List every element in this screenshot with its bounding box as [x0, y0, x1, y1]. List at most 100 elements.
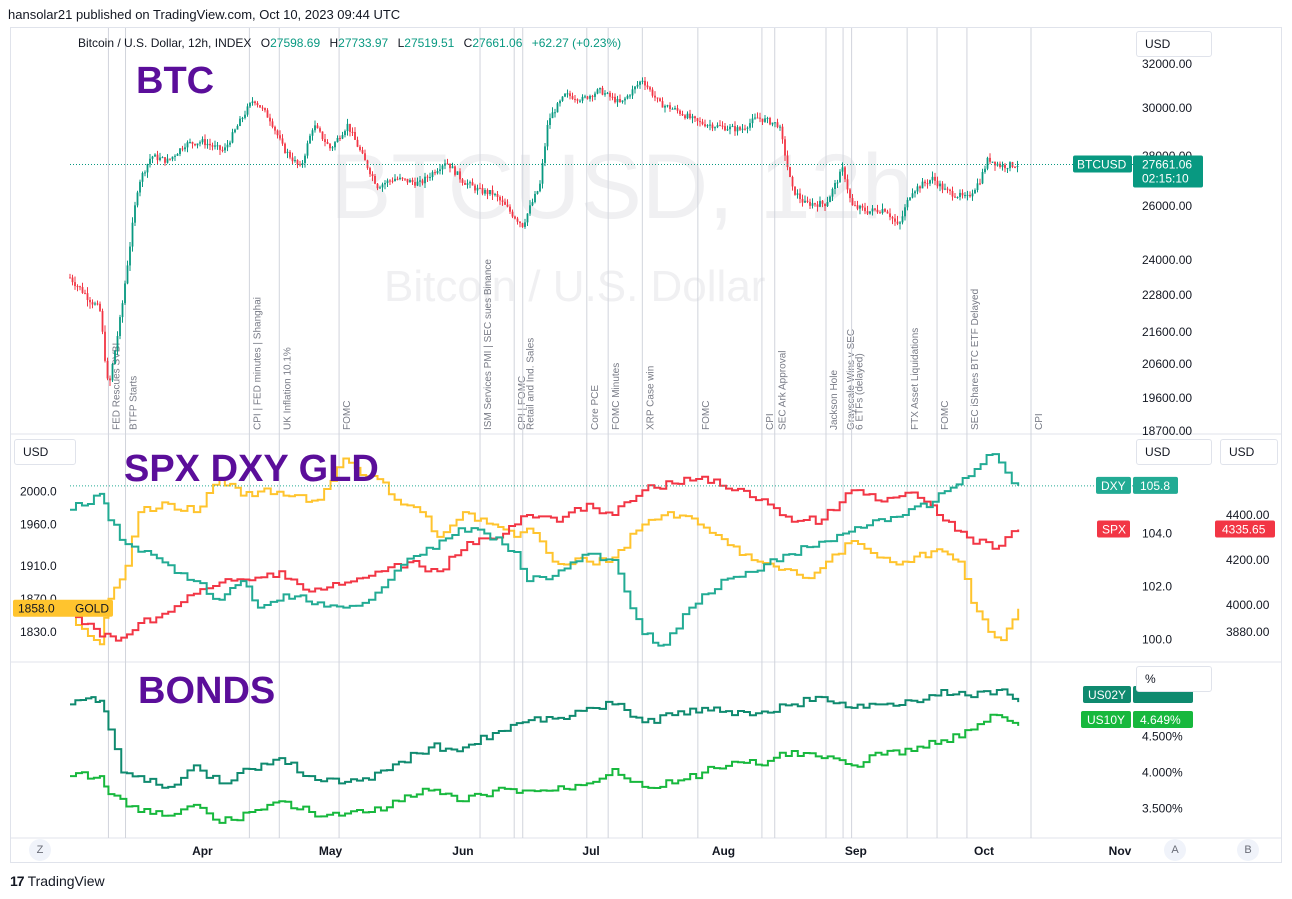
btc-candle: [991, 161, 994, 163]
btc-candle: [569, 93, 571, 97]
btc-candle: [224, 147, 226, 151]
dxy-axis-tick: 104.0: [1142, 527, 1172, 541]
btc-candle: [604, 93, 606, 95]
change-value: +62.27 (+0.23%): [531, 36, 622, 50]
zoom-button[interactable]: Z: [29, 839, 51, 861]
gold-axis-tick: 2000.0: [20, 484, 57, 498]
watermark-symbol: BTCUSD, 12h: [330, 136, 913, 238]
ohlc-legend: Bitcoin / U.S. Dollar, 12h, INDEX O27598…: [78, 36, 622, 50]
btc-candle: [304, 155, 306, 164]
btc-candle: [456, 171, 459, 175]
gold-line: [70, 457, 1020, 646]
btc-candle: [496, 194, 499, 197]
btc-candle: [864, 207, 866, 212]
btc-candle: [204, 139, 206, 146]
btc-candle: [739, 127, 741, 130]
btc-axis-tick: 22800.00: [1142, 288, 1192, 302]
btc-candle: [844, 167, 846, 180]
btc-candle: [794, 186, 796, 195]
btc-candle: [624, 98, 626, 101]
spx-currency-selector[interactable]: USD: [1220, 439, 1278, 465]
btc-candle: [121, 303, 124, 318]
btc-candle: [676, 108, 679, 111]
log-scale-button[interactable]: B: [1237, 839, 1259, 861]
btc-candle: [909, 197, 911, 200]
btc-candle: [594, 93, 596, 97]
btc-candle: [936, 180, 939, 187]
btc-candle: [646, 85, 649, 88]
btc-candle: [449, 163, 451, 169]
btc-candle: [769, 118, 771, 125]
btc-candle: [591, 95, 594, 97]
btc-candle: [506, 204, 509, 207]
dxy-currency-selector[interactable]: USD: [1136, 439, 1212, 465]
btc-candle: [106, 360, 109, 379]
btc-candle: [929, 180, 931, 184]
btc-candle: [279, 135, 281, 139]
btc-candle: [281, 138, 284, 144]
event-label: SEC Ark Approval: [778, 351, 789, 430]
btc-currency-selector[interactable]: USD: [1136, 31, 1212, 57]
btc-candle: [479, 187, 481, 189]
btc-candle: [536, 191, 539, 194]
btc-candle: [139, 181, 141, 193]
btc-candle: [91, 302, 94, 305]
btc-candle: [881, 209, 884, 213]
btc-candle: [876, 209, 879, 213]
btc-candle: [374, 175, 376, 184]
close-value: 27661.06: [472, 36, 523, 50]
btc-candle: [611, 96, 614, 98]
open-value: 27598.69: [270, 36, 321, 50]
gold-last-value: 1858.0: [18, 602, 55, 616]
btc-candle: [344, 131, 346, 136]
btc-candle: [791, 177, 794, 187]
btc-candle: [564, 93, 566, 97]
btc-candle: [466, 183, 469, 185]
btc-candle: [239, 118, 241, 126]
btc-candle: [926, 183, 929, 185]
btc-candle: [519, 221, 521, 224]
btc-candle: [904, 207, 906, 217]
btc-candle: [306, 143, 309, 156]
btc-candle: [786, 155, 789, 168]
btc-candle: [559, 100, 561, 104]
btc-axis-tick: 21600.00: [1142, 325, 1192, 339]
btc-candle: [576, 99, 579, 101]
btc-candle: [159, 157, 161, 161]
btc-candle: [691, 116, 694, 119]
bonds-unit-selector[interactable]: %: [1136, 666, 1212, 692]
btc-candle: [631, 89, 634, 96]
btc-candle: [689, 113, 691, 119]
us10y-value-badge-bg: [1133, 711, 1193, 728]
btc-candle: [96, 303, 99, 305]
gold-currency-selector[interactable]: USD: [14, 439, 76, 465]
btc-candle: [196, 143, 199, 146]
btc-candle: [261, 107, 264, 109]
btc-candle: [889, 213, 891, 218]
event-label: Retail and Ind. Sales: [526, 338, 537, 430]
btc-candle: [706, 125, 709, 127]
btc-candle: [394, 178, 396, 182]
dxy-line: [70, 453, 1020, 647]
btc-candle: [1009, 162, 1011, 169]
btc-candle: [436, 171, 439, 174]
btc-candle: [426, 176, 429, 178]
btc-candle: [151, 156, 154, 159]
btc-candle: [699, 121, 701, 123]
event-label: 6 ETFs (delayed): [855, 353, 866, 430]
time-axis-label: Sep: [845, 844, 867, 858]
btc-candle: [359, 146, 361, 151]
btc-candle: [164, 157, 166, 163]
btc-candle: [516, 218, 519, 222]
btc-candle: [206, 143, 209, 146]
btc-candle: [176, 153, 179, 156]
btc-candle: [386, 180, 389, 183]
btc-candle: [1004, 164, 1006, 169]
btc-candle: [841, 167, 844, 172]
btc-candle: [431, 172, 434, 178]
btc-candle: [939, 183, 941, 187]
spx-axis-tick: 4400.00: [1226, 508, 1270, 522]
btc-candle: [124, 283, 126, 304]
auto-scale-button[interactable]: A: [1164, 839, 1186, 861]
